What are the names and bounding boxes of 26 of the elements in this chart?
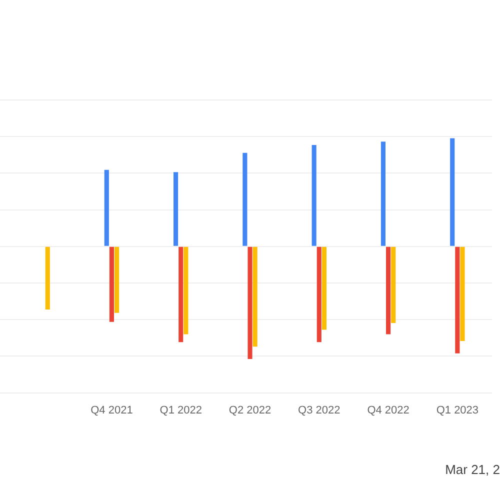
x-tick-label: Q2 2022 [228,404,272,416]
bar [45,246,50,310]
bar [252,246,258,347]
bar [184,246,188,334]
x-tick-label: Q3 2022 [298,404,340,416]
x-tick-label: Q1 2022 [160,404,202,416]
bar [450,138,455,246]
bar [316,246,322,342]
bar [322,246,326,330]
bar [104,170,109,246]
bar [391,246,396,323]
bar [109,246,114,322]
bar [248,246,252,360]
x-tick-label: Q4 2021 [90,404,133,416]
text: Mar 21, 2 [445,462,500,477]
x-tick-label: Q4 2022 [367,404,410,416]
bar [455,246,460,354]
bar [174,172,178,246]
bar [178,246,184,342]
bar [114,246,120,313]
bar [386,246,391,334]
x-tick-label: Q1 2023 [436,404,479,416]
bar [242,152,248,246]
bar [460,246,465,341]
bar [380,142,386,246]
bar [312,145,316,246]
